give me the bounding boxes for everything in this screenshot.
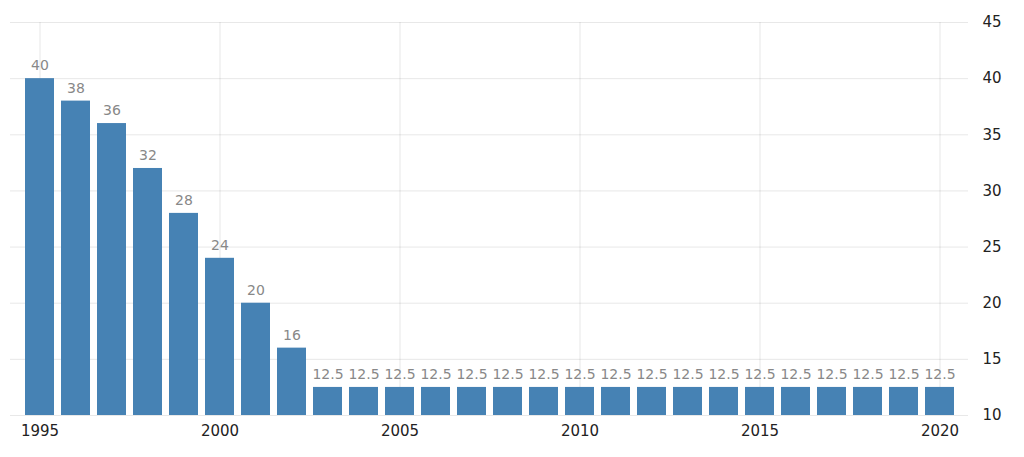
svg-text:12.5: 12.5: [528, 366, 559, 382]
svg-text:45: 45: [983, 13, 1002, 31]
svg-text:35: 35: [983, 126, 1002, 144]
svg-text:12.5: 12.5: [456, 366, 487, 382]
svg-text:30: 30: [983, 182, 1002, 200]
svg-text:12.5: 12.5: [564, 366, 595, 382]
svg-text:12.5: 12.5: [636, 366, 667, 382]
svg-text:12.5: 12.5: [492, 366, 523, 382]
svg-text:25: 25: [983, 238, 1002, 256]
svg-text:12.5: 12.5: [852, 366, 883, 382]
svg-text:12.5: 12.5: [420, 366, 451, 382]
svg-text:10: 10: [983, 406, 1002, 424]
svg-text:16: 16: [283, 327, 301, 343]
svg-text:40: 40: [983, 69, 1002, 87]
svg-text:2015: 2015: [741, 422, 779, 440]
svg-text:20: 20: [983, 294, 1002, 312]
svg-text:1995: 1995: [21, 422, 59, 440]
svg-text:12.5: 12.5: [384, 366, 415, 382]
svg-text:2000: 2000: [201, 422, 239, 440]
svg-text:12.5: 12.5: [816, 366, 847, 382]
svg-text:12.5: 12.5: [744, 366, 775, 382]
svg-text:12.5: 12.5: [780, 366, 811, 382]
svg-text:36: 36: [103, 102, 121, 118]
svg-text:40: 40: [31, 57, 49, 73]
svg-text:28: 28: [175, 192, 193, 208]
svg-text:2010: 2010: [561, 422, 599, 440]
svg-text:2005: 2005: [381, 422, 419, 440]
svg-text:20: 20: [247, 282, 265, 298]
svg-text:15: 15: [983, 350, 1002, 368]
svg-text:12.5: 12.5: [600, 366, 631, 382]
svg-text:24: 24: [211, 237, 229, 253]
svg-text:12.5: 12.5: [348, 366, 379, 382]
svg-text:12.5: 12.5: [888, 366, 919, 382]
svg-text:38: 38: [67, 80, 85, 96]
svg-text:2020: 2020: [921, 422, 959, 440]
svg-text:12.5: 12.5: [924, 366, 955, 382]
svg-text:12.5: 12.5: [708, 366, 739, 382]
svg-text:12.5: 12.5: [672, 366, 703, 382]
svg-text:12.5: 12.5: [312, 366, 343, 382]
svg-text:32: 32: [139, 147, 157, 163]
